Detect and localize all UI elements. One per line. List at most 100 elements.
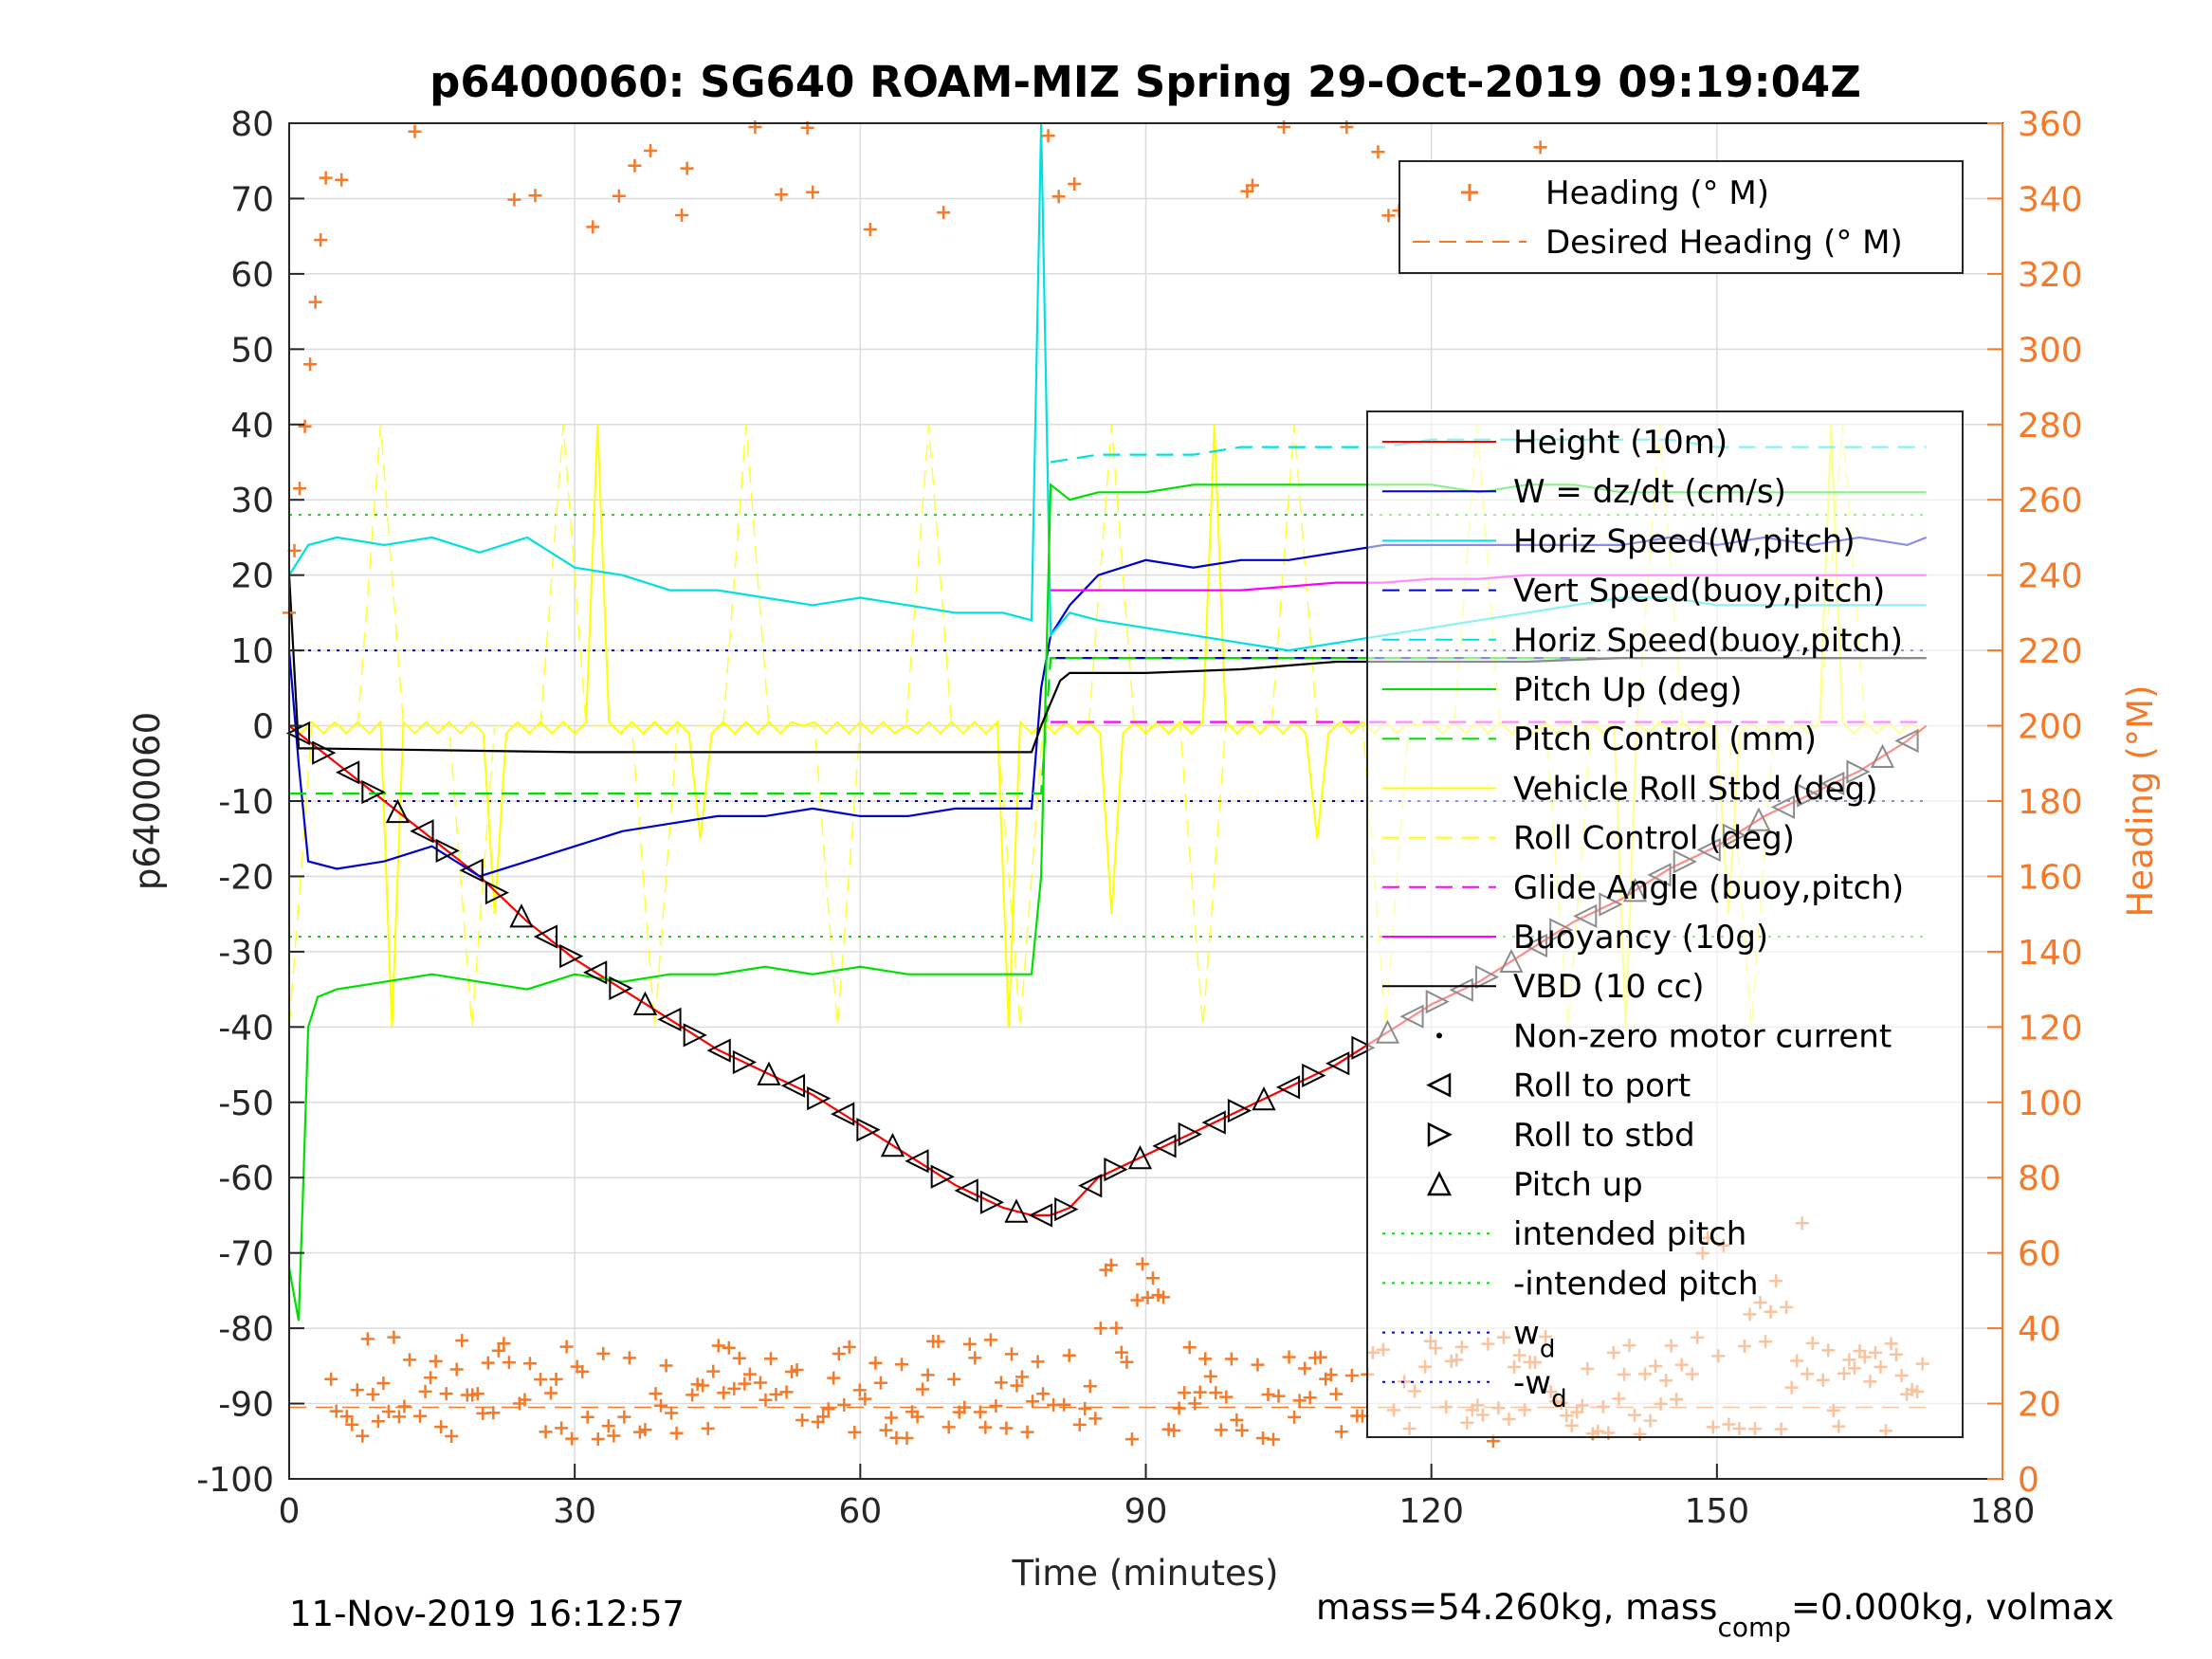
heading-marker [852, 1383, 867, 1397]
heading-marker [1135, 1257, 1149, 1271]
heading-marker [628, 158, 642, 173]
heading-marker [381, 1405, 395, 1419]
heading-marker [775, 188, 789, 202]
roll-pitch-marker [979, 1190, 1005, 1214]
heading-marker [978, 1420, 993, 1434]
y-axis-label-right: Heading (°M) [2120, 684, 2161, 917]
heading-marker [350, 1383, 364, 1397]
legend-label: Roll Control (deg) [1513, 820, 1795, 858]
y-tick-label-left: -30 [218, 934, 274, 973]
legend-label-text: Heading (° M) [1545, 174, 1769, 212]
y-tick-label-right: 100 [2018, 1085, 2083, 1123]
heading-marker [1234, 1423, 1249, 1437]
heading-marker [727, 1381, 741, 1395]
heading-marker [962, 1337, 977, 1351]
heading-marker [329, 1404, 343, 1418]
legend-label-text: Pitch Control (mm) [1513, 720, 1817, 758]
heading-marker [868, 1356, 883, 1370]
heading-marker [360, 1332, 375, 1346]
legend-main-box [1366, 410, 1964, 1438]
roll-pitch-marker [1004, 1198, 1029, 1223]
heading-marker [1124, 1432, 1139, 1447]
roll-pitch-marker [583, 960, 608, 985]
heading-marker [544, 1386, 558, 1400]
heading-marker [994, 1376, 1008, 1390]
heading-marker [706, 1364, 721, 1378]
y-tick-label-left: 60 [230, 256, 274, 295]
x-tick-label: 150 [1684, 1492, 1749, 1531]
heading-marker [759, 1393, 773, 1407]
legend-label-text: Roll Control (deg) [1513, 820, 1795, 858]
heading-marker [539, 1425, 553, 1439]
footer-mass-info: mass=54.260kg, masscomp=0.000kg, volmax [1316, 1587, 2114, 1643]
y-tick-label-left: -50 [218, 1085, 274, 1123]
heading-marker [486, 1406, 501, 1420]
y-tick-label-right: 320 [2018, 256, 2083, 295]
heading-marker [1109, 1321, 1124, 1335]
roll-pitch-marker [1227, 1099, 1252, 1123]
y-tick-label-right: 160 [2018, 858, 2083, 897]
heading-marker [832, 1346, 846, 1360]
y-tick-label-right: 180 [2018, 783, 2083, 822]
legend-label-text: W = dz/dt (cm/s) [1513, 473, 1786, 511]
footer-mass-a: mass=54.260kg, mass [1316, 1587, 1717, 1628]
heading-marker [968, 1351, 982, 1365]
heading-marker [303, 357, 318, 372]
heading-marker [408, 124, 422, 138]
y-tick-label-left: 30 [230, 482, 274, 520]
legend-swatch [1436, 1032, 1442, 1039]
chart-title: p6400060: SG640 ROAM-MIZ Spring 29-Oct-2… [430, 57, 1861, 107]
heading-marker [1041, 129, 1055, 143]
heading-marker [376, 1376, 391, 1391]
roll-pitch-marker [484, 880, 510, 905]
heading-marker [947, 1372, 961, 1386]
y-tick-label-right: 280 [2018, 407, 2083, 446]
heading-marker [769, 1387, 783, 1401]
legend-label-text: Pitch up [1513, 1166, 1643, 1204]
heading-marker [1182, 1340, 1197, 1355]
heading-marker [596, 1346, 611, 1360]
roll-pitch-marker [609, 975, 633, 1000]
heading-marker [1203, 1369, 1217, 1383]
roll-pitch-marker [1054, 1196, 1079, 1222]
heading-marker [1004, 1347, 1018, 1361]
roll-pitch-marker [831, 1102, 855, 1126]
heading-marker [455, 1334, 469, 1348]
heading-marker [1068, 177, 1082, 191]
heading-marker [528, 189, 542, 203]
heading-marker [1193, 1385, 1207, 1399]
series-pitch-control-mm [289, 656, 1927, 795]
heading-marker [439, 1387, 453, 1401]
legend-swatch [1426, 1171, 1453, 1196]
y-tick-label-left: -80 [218, 1310, 274, 1349]
heading-marker [643, 144, 657, 158]
x-axis-label: Time (minutes) [1012, 1553, 1279, 1594]
roll-pitch-marker [880, 1132, 905, 1158]
y-tick-label-right: 260 [2018, 482, 2083, 520]
legend-swatch [1427, 1121, 1453, 1147]
y-tick-label-left: -10 [218, 783, 274, 822]
roll-pitch-marker [657, 1007, 682, 1032]
y-tick-label-right: 40 [2018, 1310, 2061, 1349]
y-tick-label-right: 0 [2018, 1461, 2039, 1500]
heading-marker [1114, 1345, 1128, 1359]
axes: 0 30 60 90 120 150 18080706050403020100-10-20-… [196, 105, 2082, 1531]
y-tick-label-right: 360 [2018, 105, 2083, 144]
heading-marker [738, 1376, 752, 1391]
heading-marker [1344, 1369, 1359, 1383]
legend-main: Height (10m) W = dz/dt (cm/s) Horiz Speed(… [1366, 410, 1964, 1438]
roll-pitch-marker [1201, 1110, 1226, 1135]
x-tick-label: 120 [1398, 1492, 1464, 1531]
heading-marker [1051, 190, 1066, 204]
heading-marker [701, 1421, 715, 1435]
roll-pitch-marker [1178, 1121, 1202, 1147]
heading-marker [1031, 1355, 1045, 1369]
legend-label: Desired Heading (° M) [1545, 224, 1903, 262]
heading-marker [1088, 1412, 1103, 1426]
y-tick-label-right: 340 [2018, 180, 2083, 219]
heading-marker [863, 222, 877, 236]
heading-marker [722, 1340, 736, 1355]
heading-marker [1130, 1293, 1144, 1307]
roll-pitch-marker [807, 1086, 832, 1111]
heading-marker [1078, 1401, 1092, 1415]
